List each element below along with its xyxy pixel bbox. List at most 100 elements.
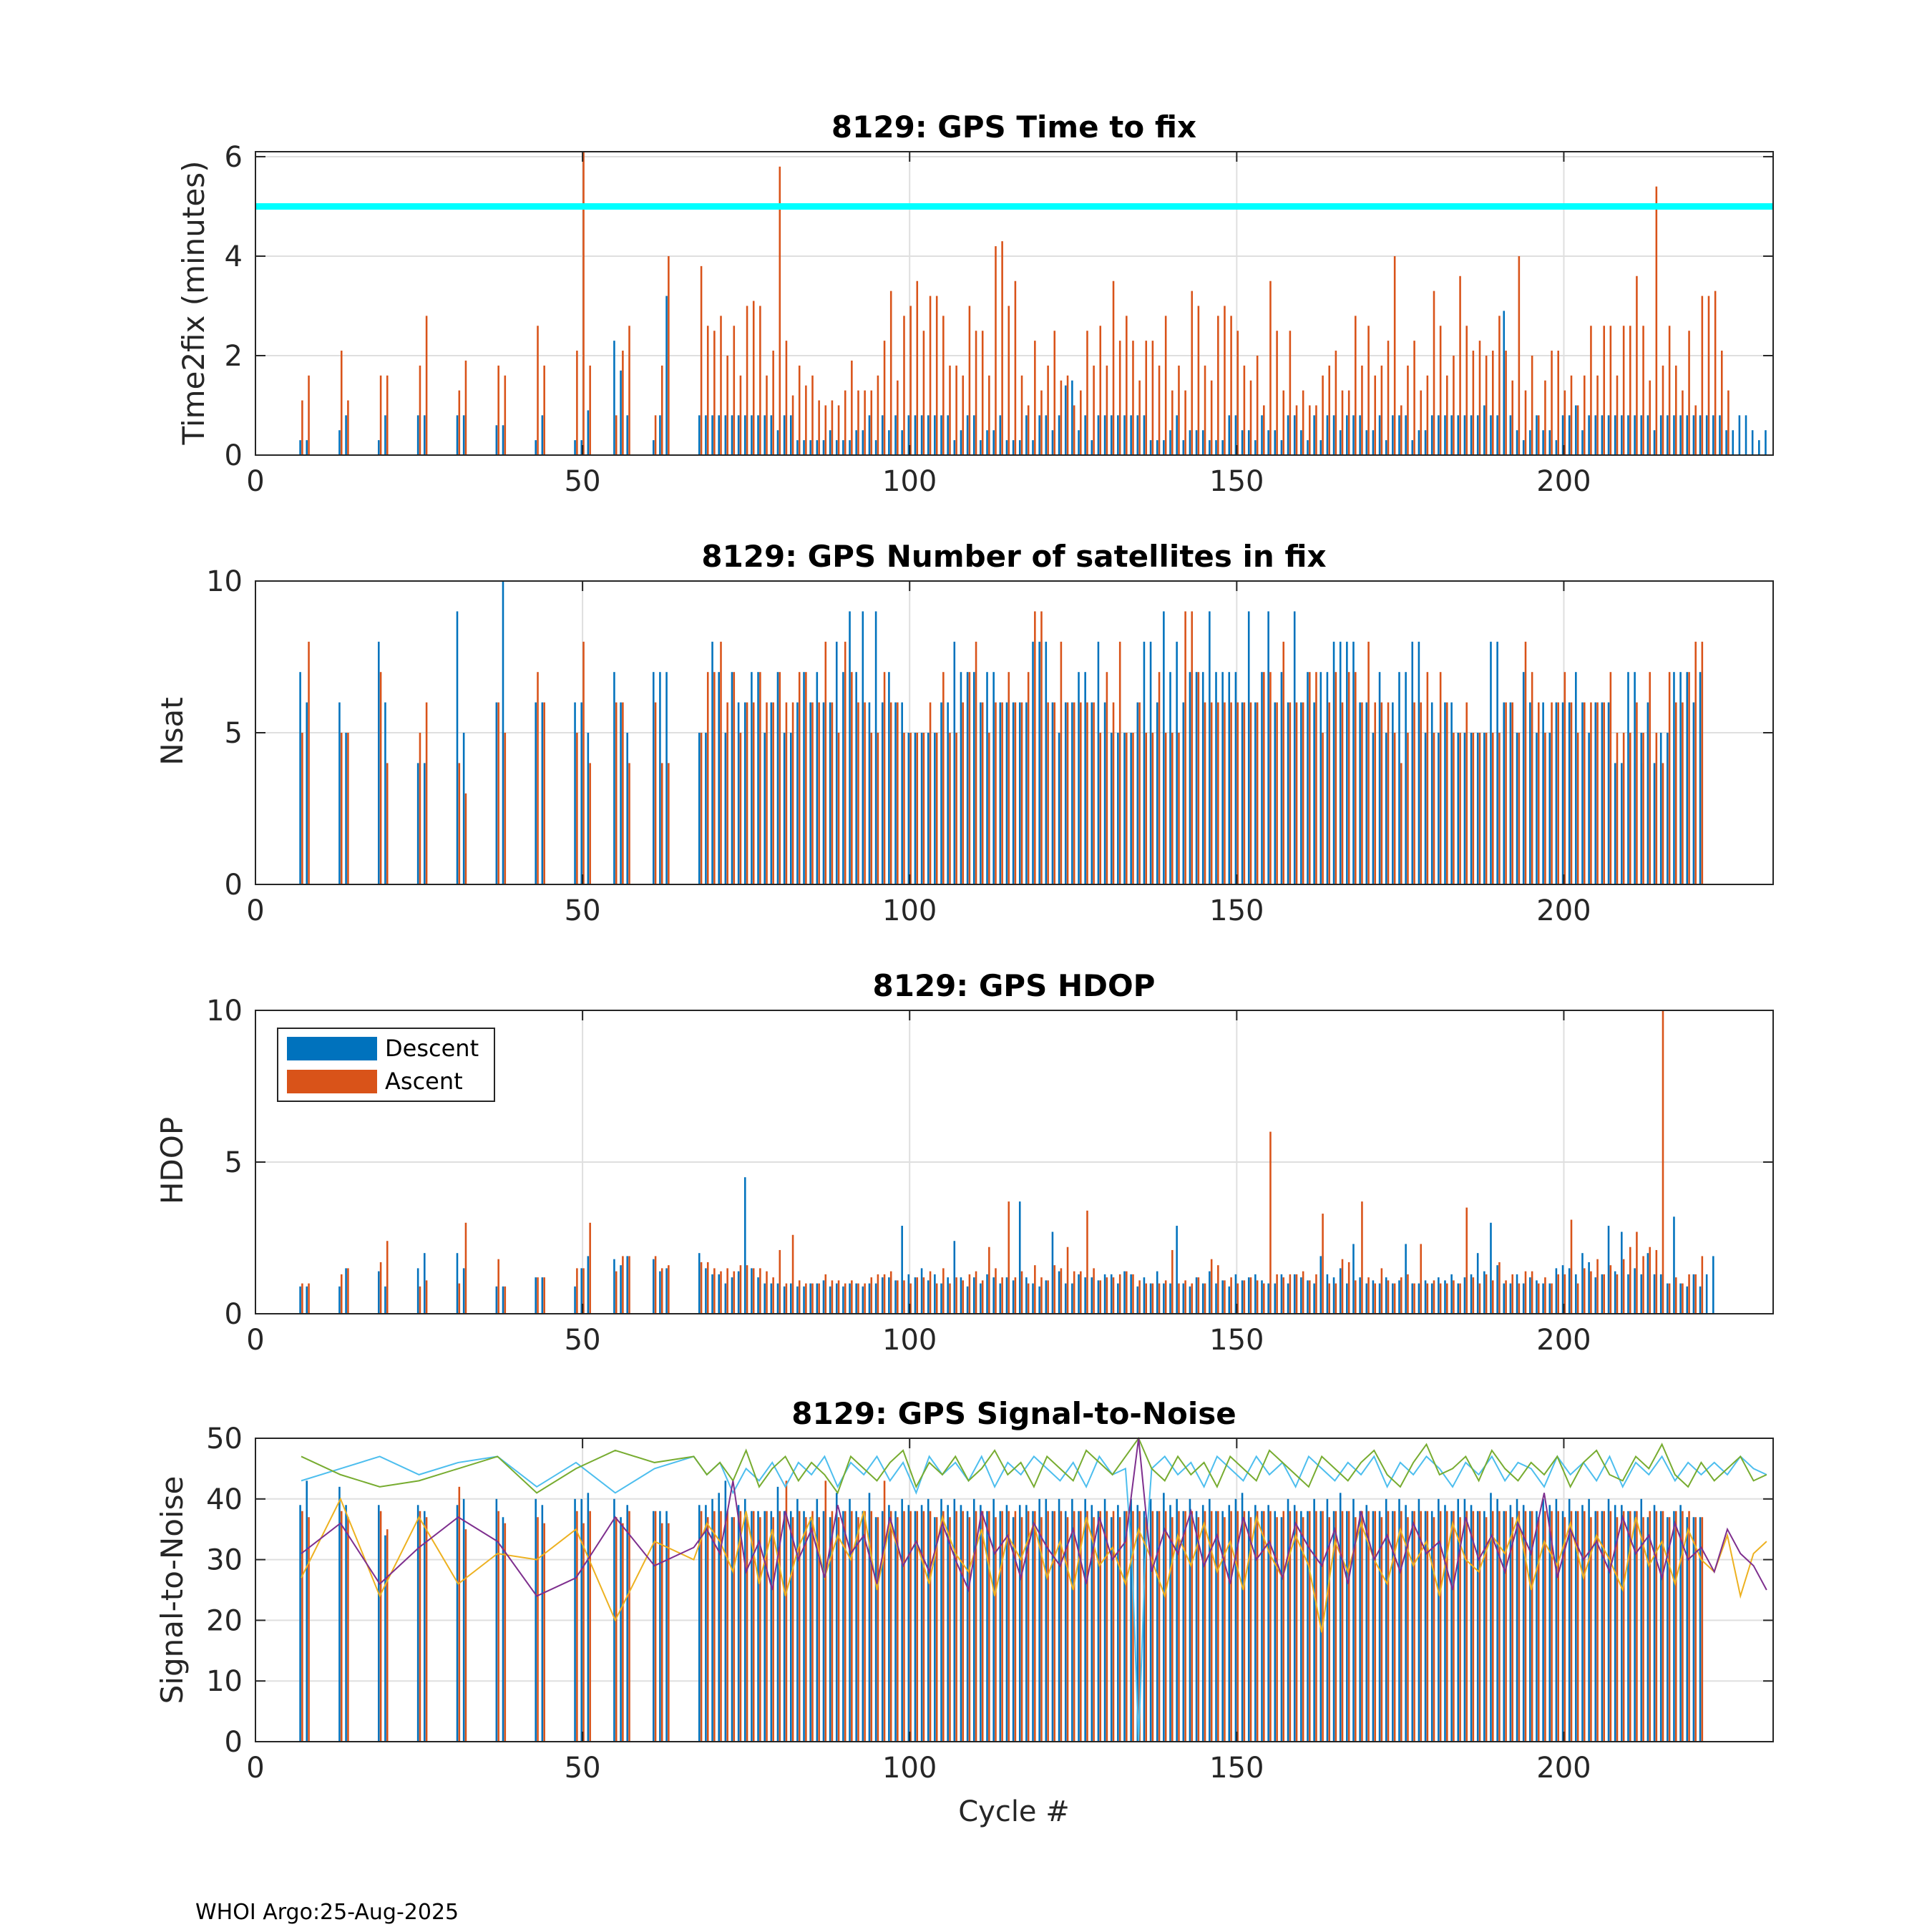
- time2fix-bar-ascent: [1531, 355, 1533, 455]
- snr-bar-descent: [914, 1511, 917, 1742]
- time2fix-bar-descent: [822, 440, 825, 455]
- time2fix-bar-ascent: [1557, 351, 1559, 455]
- time2fix-bar-descent: [1450, 415, 1453, 455]
- time2fix-bar-descent: [652, 440, 655, 455]
- nsat-bar-descent: [1483, 733, 1485, 884]
- time2fix-bar-ascent: [582, 152, 585, 455]
- nsat-bar-ascent: [1505, 702, 1507, 884]
- hdop-bar-descent: [757, 1277, 759, 1314]
- hdop-bar-descent: [1438, 1277, 1440, 1314]
- nsat-bar-descent: [743, 702, 746, 884]
- hdop-bar-ascent: [1008, 1201, 1010, 1314]
- time2fix-bar-ascent: [1132, 341, 1134, 455]
- nsat-bar-ascent: [615, 702, 618, 884]
- snr-bar-descent: [1627, 1511, 1629, 1742]
- time2fix-bar-ascent: [1335, 351, 1337, 455]
- time2fix-bar-descent: [1071, 380, 1073, 455]
- nsat-bar-ascent: [1446, 702, 1448, 884]
- time2fix-bar-descent: [711, 415, 713, 455]
- time2fix-bar-ascent: [1400, 405, 1402, 455]
- nsat-bar-descent: [1640, 733, 1643, 884]
- nsat-bar-descent: [1516, 733, 1518, 884]
- time2fix-bar-descent: [1627, 415, 1629, 455]
- hdop-ytick-label: 10: [206, 995, 243, 1028]
- snr-bar-descent: [1398, 1498, 1400, 1742]
- time2fix-bar-ascent: [1289, 331, 1292, 455]
- nsat-bar-ascent: [1204, 702, 1206, 884]
- time2fix-bar-descent: [1136, 415, 1139, 455]
- nsat-bar-descent: [1509, 702, 1512, 884]
- time2fix-bar-ascent: [1126, 316, 1128, 455]
- time2fix-bar-descent: [1110, 415, 1113, 455]
- time2fix-bar-descent: [1646, 415, 1649, 455]
- time2fix-xtick-label: 150: [1209, 465, 1264, 498]
- time2fix-bar-descent: [1581, 430, 1584, 455]
- snr-bar-ascent: [1393, 1511, 1396, 1742]
- nsat-bar-ascent: [824, 641, 827, 884]
- snr-bar-descent: [763, 1511, 766, 1742]
- time2fix-bar-ascent: [1322, 375, 1324, 455]
- time2fix-bar-ascent: [1413, 341, 1415, 455]
- nsat-title: 8129: GPS Number of satellites in fix: [701, 539, 1326, 574]
- snr-bar-ascent: [935, 1517, 938, 1742]
- hdop-bar-ascent: [1596, 1259, 1599, 1314]
- nsat-bar-ascent: [1053, 702, 1056, 884]
- snr-bar-ascent: [425, 1517, 428, 1742]
- nsat-bar-ascent: [1099, 733, 1102, 884]
- time2fix-bar-descent: [1064, 385, 1067, 455]
- hdop-bar-descent: [1169, 1283, 1171, 1314]
- snr-bar-ascent: [720, 1511, 722, 1742]
- snr-bar-descent: [1169, 1505, 1171, 1742]
- nsat-bar-descent: [1123, 733, 1126, 884]
- time2fix-bar-descent: [862, 430, 864, 455]
- nsat-ytick-label: 10: [206, 565, 243, 598]
- snr-bar-ascent: [1505, 1511, 1507, 1742]
- snr-bar-descent: [1078, 1511, 1080, 1742]
- hdop-bar-descent: [1614, 1271, 1616, 1314]
- nsat-bar-descent: [1169, 672, 1171, 884]
- hdop-bar-ascent: [1355, 1280, 1357, 1314]
- nsat-bar-ascent: [1138, 702, 1141, 884]
- nsat-bar-descent: [1536, 733, 1538, 884]
- hdop-bar-descent: [783, 1286, 786, 1314]
- hdop-bar-ascent: [791, 1234, 794, 1314]
- time2fix-bar-ascent: [1498, 316, 1501, 455]
- snr-bar-ascent: [870, 1511, 873, 1742]
- snr-bar-descent: [378, 1505, 380, 1742]
- snr-bar-descent: [992, 1498, 995, 1742]
- snr-bar-descent: [1326, 1498, 1329, 1742]
- hdop-bar-ascent: [916, 1277, 919, 1314]
- time2fix-bar-ascent: [622, 351, 624, 455]
- snr-xtick-label: 150: [1209, 1752, 1264, 1785]
- nsat-bar-ascent: [301, 733, 303, 884]
- snr-bar-ascent: [1387, 1511, 1390, 1742]
- snr-bar-ascent: [1178, 1511, 1180, 1742]
- snr-bar-ascent: [1420, 1511, 1423, 1742]
- snr-bar-descent: [1555, 1498, 1558, 1742]
- time2fix-bar-descent: [960, 430, 962, 455]
- hdop-bar-ascent: [779, 1249, 781, 1314]
- nsat-bar-ascent: [981, 702, 984, 884]
- time2fix-bar-ascent: [1347, 390, 1350, 455]
- nsat-bar-ascent: [576, 733, 578, 884]
- hdop-bar-ascent: [1132, 1274, 1134, 1314]
- hdop-bar-ascent: [1694, 1274, 1697, 1314]
- snr-bar-ascent: [1668, 1517, 1671, 1742]
- snr-bar-descent: [1038, 1498, 1040, 1742]
- time2fix-bar-ascent: [1544, 380, 1546, 455]
- time2fix-bar-descent: [1634, 415, 1636, 455]
- nsat-bar-descent: [1201, 672, 1204, 884]
- snr-bar-ascent: [1478, 1511, 1481, 1742]
- time2fix-bar-descent: [1300, 430, 1302, 455]
- nsat-bar-descent: [1372, 733, 1375, 884]
- snr-bar-ascent: [962, 1511, 965, 1742]
- hdop-bar-descent: [1490, 1222, 1492, 1314]
- snr-bar-descent: [809, 1517, 811, 1742]
- nsat-bar-descent: [927, 733, 930, 884]
- nsat-bar-descent: [1078, 672, 1080, 884]
- snr-bar-descent: [1640, 1498, 1643, 1742]
- hdop-bar-descent: [1646, 1253, 1649, 1314]
- hdop-bar-descent: [1653, 1274, 1656, 1314]
- hdop-bar-descent: [1588, 1262, 1590, 1314]
- nsat-bar-ascent: [805, 672, 807, 884]
